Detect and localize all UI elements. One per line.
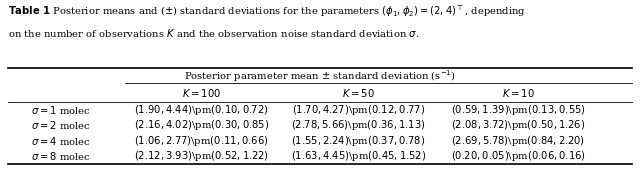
Text: $(2.69, 5.78) $\pm$ (0.84, 2.20)$: $(2.69, 5.78) $\pm$ (0.84, 2.20)$ — [451, 134, 586, 148]
Text: $K = 50$: $K = 50$ — [342, 87, 375, 99]
Text: $(2.78, 5.66) $\pm$ (0.36, 1.13)$: $(2.78, 5.66) $\pm$ (0.36, 1.13)$ — [291, 118, 426, 132]
Text: $\sigma = 1$ molec: $\sigma = 1$ molec — [31, 104, 91, 116]
Text: $(2.08, 3.72) $\pm$ (0.50, 1.26)$: $(2.08, 3.72) $\pm$ (0.50, 1.26)$ — [451, 118, 586, 132]
Text: $\mathbf{Table\ 1}$ Posterior means and ($\pm$) standard deviations for the para: $\mathbf{Table\ 1}$ Posterior means and … — [8, 3, 526, 19]
Text: $(0.20, 0.05) $\pm$ (0.06, 0.16)$: $(0.20, 0.05) $\pm$ (0.06, 0.16)$ — [451, 149, 586, 163]
Text: $(2.12, 3.93) $\pm$ (0.52, 1.22)$: $(2.12, 3.93) $\pm$ (0.52, 1.22)$ — [134, 149, 269, 163]
Text: $\sigma = 2$ molec: $\sigma = 2$ molec — [31, 119, 91, 131]
Text: Posterior parameter mean $\pm$ standard deviation (s$^{-1}$): Posterior parameter mean $\pm$ standard … — [184, 68, 456, 83]
Text: $(2.16, 4.02) $\pm$ (0.30, 0.85)$: $(2.16, 4.02) $\pm$ (0.30, 0.85)$ — [134, 118, 269, 132]
Text: $\sigma = 8$ molec: $\sigma = 8$ molec — [31, 150, 91, 162]
Text: on the number of observations $K$ and the observation noise standard deviation $: on the number of observations $K$ and th… — [8, 27, 419, 39]
Text: $(1.70, 4.27) $\pm$ (0.12, 0.77)$: $(1.70, 4.27) $\pm$ (0.12, 0.77)$ — [292, 103, 425, 117]
Text: $(1.06, 2.77) $\pm$ (0.11, 0.66)$: $(1.06, 2.77) $\pm$ (0.11, 0.66)$ — [134, 134, 269, 148]
Text: $K = 10$: $K = 10$ — [502, 87, 535, 99]
Text: $K = 100$: $K = 100$ — [182, 87, 221, 99]
Text: $(0.59, 1.39) $\pm$ (0.13, 0.55)$: $(0.59, 1.39) $\pm$ (0.13, 0.55)$ — [451, 103, 586, 117]
Text: $(1.55, 2.24) $\pm$ (0.37, 0.78)$: $(1.55, 2.24) $\pm$ (0.37, 0.78)$ — [291, 134, 426, 148]
Text: $(1.90, 4.44) $\pm$ (0.10, 0.72)$: $(1.90, 4.44) $\pm$ (0.10, 0.72)$ — [134, 103, 269, 117]
Text: $\sigma = 4$ molec: $\sigma = 4$ molec — [31, 135, 91, 147]
Text: $(1.63, 4.45) $\pm$ (0.45, 1.52)$: $(1.63, 4.45) $\pm$ (0.45, 1.52)$ — [291, 149, 426, 163]
